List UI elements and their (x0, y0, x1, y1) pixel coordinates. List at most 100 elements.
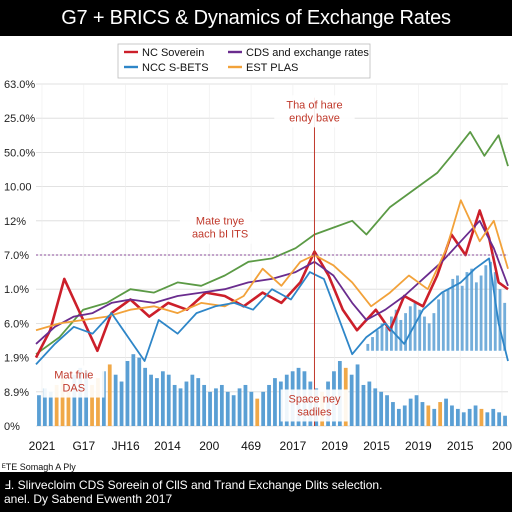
bar (375, 330, 379, 351)
bar (399, 319, 403, 351)
bar (72, 374, 77, 426)
bar (394, 309, 398, 351)
series-line (35, 219, 509, 345)
legend-box (117, 43, 371, 79)
x-tick-label: 2019 (405, 439, 432, 453)
bar (437, 299, 441, 351)
source-note: ᴱTE Somagh A Ply (2, 462, 76, 472)
bar (485, 412, 490, 426)
legend-label: NC Soverein (142, 47, 204, 59)
y-tick-label: 1.9% (4, 353, 29, 365)
legend: NC Soverein CDS and exchange rates NCC S-B… (117, 43, 371, 79)
figure-caption: Ⅎ. Slirvecloim CDS Soreein of CllS and T… (0, 472, 512, 512)
bar (473, 405, 478, 426)
bar (450, 405, 454, 426)
series-line (35, 257, 509, 366)
x-tick-label: 200 (492, 439, 512, 453)
x-tick-label: 200 (199, 439, 219, 453)
bar (60, 378, 65, 426)
bar (90, 384, 94, 426)
bar (202, 384, 207, 426)
bar (119, 381, 124, 426)
bar (379, 391, 384, 426)
bar (455, 408, 460, 426)
bar (172, 384, 177, 426)
bar (470, 268, 474, 351)
x-tick-label: 2015 (363, 439, 390, 453)
bar (190, 374, 195, 426)
bar (385, 326, 389, 351)
bar (427, 323, 431, 351)
bar (498, 289, 502, 351)
bar (385, 395, 389, 426)
legend-label: CDS and exchange rates (246, 47, 369, 59)
bar (460, 285, 464, 351)
bar (404, 313, 407, 351)
y-tick-label: 1.0% (4, 284, 29, 296)
y-tick-label: 6.0% (4, 318, 29, 330)
bar (231, 395, 236, 426)
bar (184, 381, 189, 426)
bar (96, 378, 100, 426)
bar (503, 415, 507, 426)
bar (37, 395, 41, 426)
bar (361, 384, 366, 426)
bar (125, 361, 130, 426)
bar (249, 391, 254, 426)
y-tick-label: 12% (4, 216, 26, 228)
bar (446, 289, 450, 351)
y-tick-label: 8.9% (4, 387, 29, 399)
x-tick-label: 469 (241, 439, 261, 453)
bar (243, 384, 248, 426)
bar (503, 302, 507, 351)
bar (441, 292, 445, 351)
bar (396, 408, 401, 426)
bar (413, 302, 417, 351)
bar (497, 412, 502, 426)
bar (113, 374, 118, 426)
bar (149, 374, 153, 426)
bar (418, 309, 422, 351)
annotation-text: endy bave (289, 112, 340, 124)
annotation-text: Space ney (288, 393, 340, 405)
bar (131, 354, 136, 426)
bar (225, 391, 230, 426)
annotation-text: sadiles (297, 406, 332, 418)
annotation-box (280, 389, 349, 422)
x-tick-label: G17 (72, 439, 95, 453)
x-tick-label: 2015 (447, 439, 474, 453)
annotation-box (43, 365, 105, 398)
bar (355, 364, 360, 426)
bar (143, 367, 148, 426)
y-tick-label: 50.0% (4, 147, 35, 159)
bar (208, 391, 212, 426)
y-tick-label: 25.0% (4, 113, 35, 125)
x-tick-label: 2014 (154, 439, 181, 453)
bar (467, 408, 472, 426)
bar (402, 405, 407, 426)
x-tick-label: 2017 (280, 439, 307, 453)
x-tick-label: 2019 (321, 439, 348, 453)
annotation-text: Tha of hare (286, 99, 342, 111)
y-tick-label: 63.0% (4, 79, 35, 91)
bar (273, 378, 277, 426)
bar (489, 261, 492, 351)
bar (493, 272, 497, 351)
bar (349, 374, 354, 426)
bar (444, 398, 448, 426)
bar (479, 275, 483, 351)
series-line (35, 199, 509, 332)
chart-title: G7 + BRICS & Dynamics of Exchange Rates (0, 0, 512, 36)
bar-layer (37, 261, 507, 426)
x-tick-label: 2021 (29, 439, 56, 453)
bar (267, 384, 271, 426)
bar (178, 388, 183, 426)
bar (219, 384, 224, 426)
annotation-text: DAS (62, 383, 85, 395)
annotation-box (274, 95, 355, 128)
bar (371, 337, 374, 351)
caption-line-1: Ⅎ. Slirvecloim CDS Soreein of CllS and T… (4, 478, 383, 492)
annotation-text: Mate tnye (196, 216, 244, 228)
